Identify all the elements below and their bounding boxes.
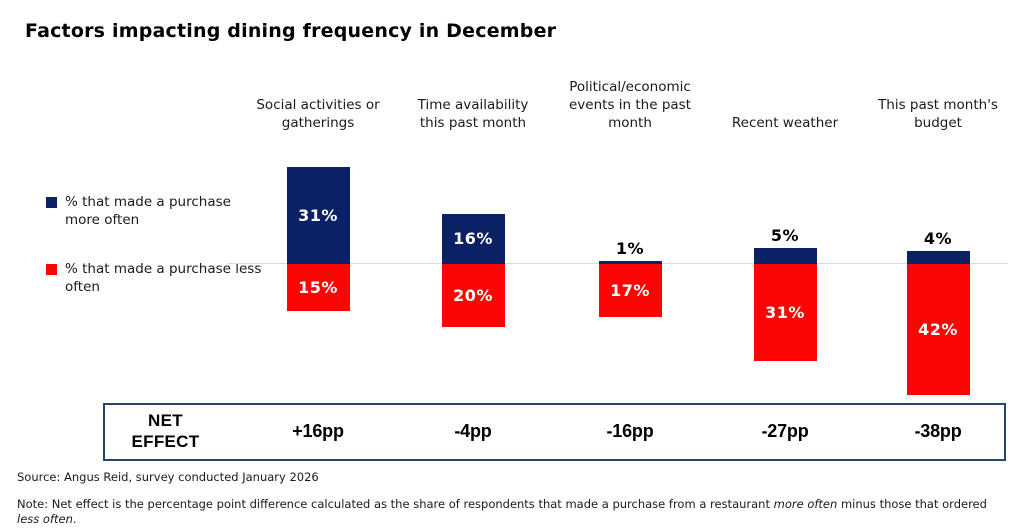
net-effect-label: NET EFFECT <box>131 411 200 451</box>
bar-less-often <box>286 264 350 311</box>
bar-value-label: 17% <box>610 280 650 300</box>
net-effect-value: -16pp <box>606 421 654 441</box>
bar-more-often <box>286 167 350 264</box>
bar-more-often <box>753 248 817 264</box>
bar-value-label: 20% <box>453 285 493 305</box>
bar-value-label: 42% <box>918 319 958 339</box>
bar-value-label: 4% <box>923 229 953 248</box>
bar-less-often <box>753 264 817 361</box>
category-label: Time availability this past month <box>417 97 529 131</box>
net-effect-value: -4pp <box>454 421 492 441</box>
category-label: Recent weather <box>731 115 839 131</box>
category-label: Social activities or gatherings <box>256 97 380 131</box>
legend-item-less-often: % that made a purchase less often <box>46 261 266 296</box>
legend-swatch-red-icon <box>46 264 57 275</box>
bar-value-label: 31% <box>298 205 338 225</box>
bar-value-label: 16% <box>453 229 493 248</box>
net-effect-value: +16pp <box>292 421 344 441</box>
legend-label: % that made a purchase more often <box>65 194 231 228</box>
net-effect-value: -27pp <box>761 421 809 441</box>
bar-less-often <box>906 264 970 395</box>
bar-value-label: 15% <box>298 277 338 297</box>
legend-label: % that made a purchase less often <box>65 261 262 295</box>
legend-swatch-blue-icon <box>46 197 57 208</box>
bar-value-label: 1% <box>615 239 645 258</box>
bar-less-often <box>598 264 662 317</box>
bar-less-often <box>441 264 505 327</box>
legend-item-more-often: % that made a purchase more often <box>46 194 266 229</box>
category-label: This past month's budget <box>878 97 998 131</box>
net-effect-box <box>103 403 1006 461</box>
net-effect-value: -38pp <box>914 421 962 441</box>
bar-more-often <box>441 214 505 264</box>
page-title: Factors impacting dining frequency in De… <box>25 20 557 42</box>
category-label: Political/economic events in the past mo… <box>569 79 691 131</box>
bar-more-often <box>598 261 662 264</box>
source-text: Source: Angus Reid, survey conducted Jan… <box>17 470 319 484</box>
bar-value-label: 5% <box>770 226 800 245</box>
bar-value-label: 31% <box>765 302 805 322</box>
bar-more-often <box>906 251 970 264</box>
note-text: Note: Net effect is the percentage point… <box>17 497 987 526</box>
